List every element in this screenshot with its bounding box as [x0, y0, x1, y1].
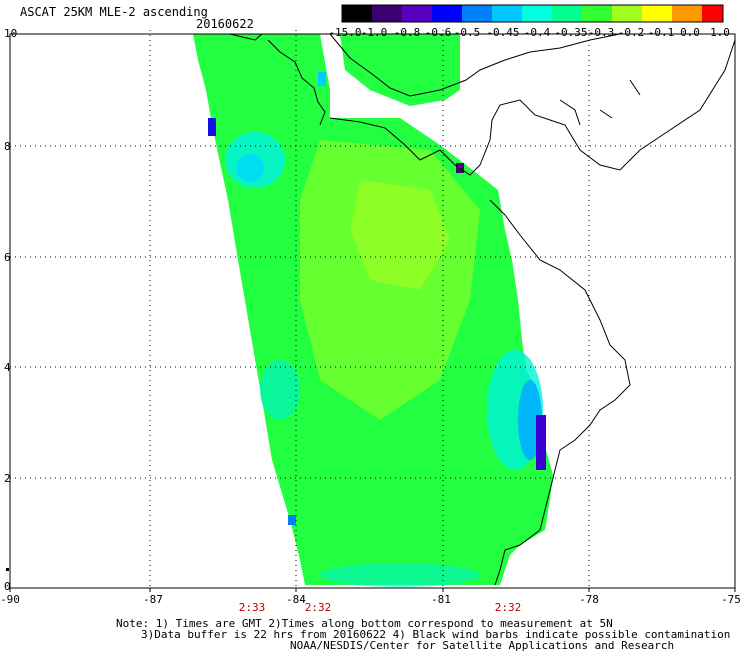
colorbar	[341, 4, 724, 23]
map-date: 20160622	[196, 17, 254, 31]
colorbar-label: -0.6	[424, 26, 452, 39]
y-tick-label: 10	[4, 27, 18, 40]
cyan-patch-south	[320, 563, 480, 587]
colorbar-label: 0.0	[680, 26, 700, 39]
swath-region	[193, 34, 553, 587]
dark-blue-cell	[536, 415, 546, 470]
note-line-2: 3)Data buffer is 22 hrs from 20160622 4)…	[141, 628, 731, 641]
time-label: 2:32	[494, 601, 522, 614]
x-tick-label: -81	[431, 593, 451, 606]
x-ticks	[9, 588, 736, 592]
grid	[10, 30, 735, 588]
blue-cell-sw	[288, 515, 296, 525]
colorbar-label: -0.4	[523, 26, 551, 39]
y-tick-label: 6	[4, 251, 11, 264]
colorbar-label: -0.45	[486, 26, 520, 39]
note-line-3: NOAA/NESDIS/Center for Satellite Applica…	[290, 639, 675, 652]
colorbar-label: 1.0	[710, 26, 730, 39]
colorbar-label: -0.35	[554, 26, 588, 39]
colorbar-label: -1.0	[360, 26, 388, 39]
swath-center-bright	[350, 180, 450, 290]
colorbar-label: -0.3	[587, 26, 615, 39]
y-tick-label: 0	[4, 580, 11, 593]
x-tick-label: -84	[286, 593, 306, 606]
corner-marker	[6, 568, 9, 571]
x-tick-label: -90	[0, 593, 20, 606]
y-tick-label: 4	[4, 361, 11, 374]
colorbar-label: -0.1	[647, 26, 675, 39]
time-label: 2:33	[238, 601, 266, 614]
colorbar-label: -0.5	[453, 26, 481, 39]
x-tick-label: -87	[143, 593, 163, 606]
colorbar-label: -0.2	[617, 26, 645, 39]
colorbar-label: -0.8	[393, 26, 421, 39]
cyan-patch-north-core	[236, 154, 264, 182]
map-title: ASCAT 25KM MLE-2 ascending	[20, 5, 208, 19]
y-tick-label: 2	[4, 472, 11, 485]
x-tick-label: -78	[579, 593, 599, 606]
cyan-cell-n	[318, 72, 326, 86]
x-tick-label: -75	[721, 593, 740, 606]
blue-cell-nw	[208, 118, 216, 136]
y-tick-label: 8	[4, 140, 11, 153]
colorbar-label: -15.0	[328, 26, 362, 39]
swath-north-patch	[340, 34, 460, 106]
time-label: 2:32	[304, 601, 332, 614]
cyan-patch-west	[260, 360, 300, 420]
plot-frame	[9, 33, 736, 589]
note-line-1: Note: 1) Times are GMT 2)Times along bot…	[116, 617, 613, 630]
coastline	[229, 33, 736, 586]
